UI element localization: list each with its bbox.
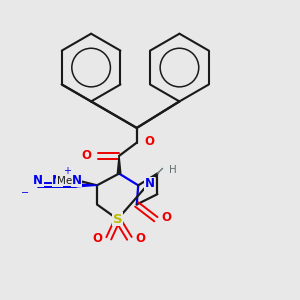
Text: O: O [144,135,154,148]
Text: O: O [162,211,172,224]
Text: −: − [21,188,29,198]
Text: N: N [71,173,81,187]
Text: N: N [33,173,43,187]
Text: N: N [145,177,155,190]
Text: S: S [113,213,122,226]
Text: H: H [169,165,176,175]
Polygon shape [117,156,121,174]
Text: N: N [52,173,62,187]
Text: O: O [136,232,146,245]
Text: Me: Me [57,176,72,186]
Text: +: + [63,167,71,176]
Polygon shape [76,184,97,187]
Text: O: O [92,232,102,245]
Text: O: O [81,149,91,162]
